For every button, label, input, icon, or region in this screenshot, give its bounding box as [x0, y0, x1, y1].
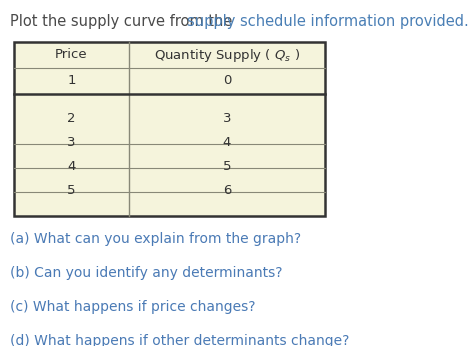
Text: (a) What can you explain from the graph?: (a) What can you explain from the graph? — [10, 232, 301, 246]
Text: 4: 4 — [223, 137, 231, 149]
Text: 3: 3 — [67, 137, 76, 149]
Text: supply schedule information provided.: supply schedule information provided. — [187, 14, 469, 29]
Text: Plot the supply curve from the: Plot the supply curve from the — [10, 14, 237, 29]
Bar — [14, 42, 325, 216]
Text: 0: 0 — [223, 74, 231, 88]
Text: 4: 4 — [67, 161, 76, 173]
Text: (b) Can you identify any determinants?: (b) Can you identify any determinants? — [10, 266, 283, 280]
Text: (c) What happens if price changes?: (c) What happens if price changes? — [10, 300, 255, 314]
Text: 5: 5 — [67, 184, 76, 198]
Text: 6: 6 — [223, 184, 231, 198]
Text: 5: 5 — [223, 161, 231, 173]
Text: (d) What happens if other determinants change?: (d) What happens if other determinants c… — [10, 334, 349, 346]
Text: 3: 3 — [223, 112, 231, 126]
Text: 1: 1 — [67, 74, 76, 88]
Text: Quantity Supply ( $Q_s$ ): Quantity Supply ( $Q_s$ ) — [154, 46, 300, 64]
Text: Price: Price — [55, 48, 88, 62]
Text: 2: 2 — [67, 112, 76, 126]
